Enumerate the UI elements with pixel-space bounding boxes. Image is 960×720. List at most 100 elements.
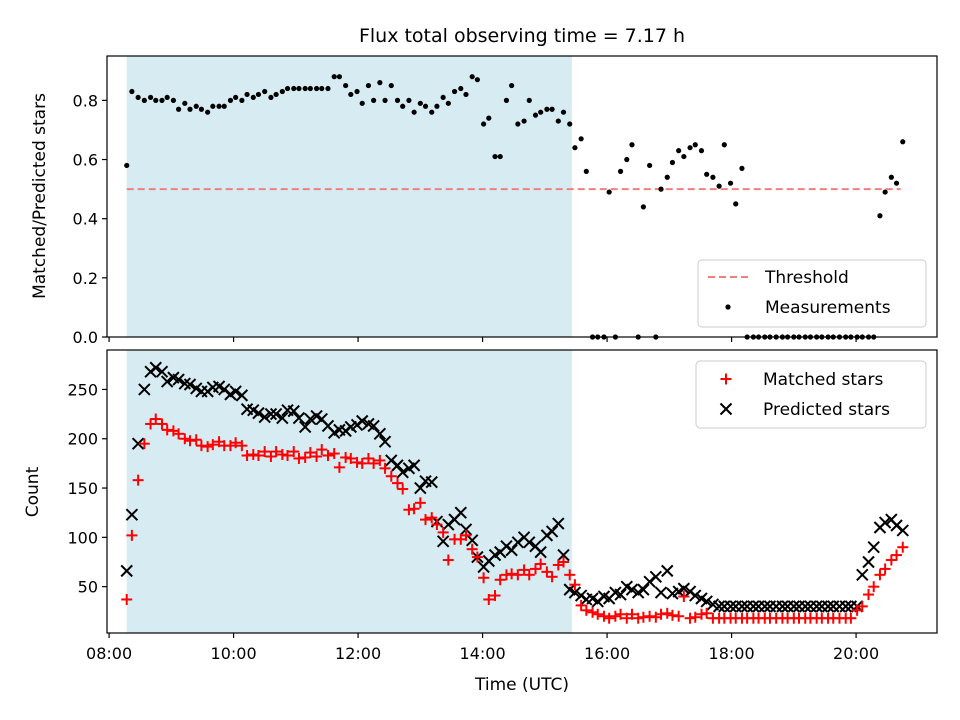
matched-stars-series: [121, 413, 909, 624]
measurement-point: [469, 74, 475, 80]
predicted-point: [614, 588, 627, 601]
measurement-point: [313, 85, 320, 92]
top-y-tick-label: 0.0: [73, 328, 98, 347]
matched-point: [145, 418, 157, 430]
cross-b: [661, 564, 674, 578]
cross-b: [120, 564, 133, 578]
predicted-point: [878, 516, 892, 529]
matched-point: [179, 433, 191, 445]
measurement-point: [331, 74, 337, 80]
matched-point: [856, 600, 868, 612]
predicted-point: [304, 412, 317, 426]
measurement-point: [365, 82, 372, 89]
measurement-point: [555, 118, 561, 124]
matched-point: [701, 607, 713, 619]
matched-point: [397, 483, 409, 495]
cross-b: [878, 516, 892, 529]
cross-b: [614, 588, 627, 601]
cross-b: [269, 407, 283, 421]
matched-point: [328, 448, 340, 460]
matched-point: [252, 450, 264, 462]
measurement-point: [239, 97, 245, 103]
measurement-point: [193, 103, 199, 109]
measurement-point: [233, 94, 239, 101]
matched-point: [518, 564, 530, 576]
measurement-point: [893, 180, 900, 186]
matched-point: [126, 529, 138, 541]
cross-b: [821, 600, 835, 613]
matched-point: [190, 434, 202, 446]
measurement-point: [497, 153, 503, 160]
cross-b: [258, 410, 271, 424]
cross-b: [776, 600, 789, 613]
measurement-point: [710, 174, 716, 180]
cross-b: [719, 402, 733, 416]
measurement-point: [284, 85, 291, 92]
measurement-point: [503, 97, 510, 103]
predicted-point: [160, 375, 174, 388]
measurement-point: [411, 109, 417, 115]
matched-point: [673, 610, 685, 622]
measurement-point: [221, 103, 227, 109]
cross-b: [391, 459, 404, 472]
measurement-point: [538, 109, 544, 115]
x-tick-label: 12:00: [335, 644, 381, 663]
matched-point: [379, 462, 391, 474]
measurement-point: [669, 159, 676, 166]
predicted-point: [292, 411, 306, 425]
measurement-point: [526, 97, 532, 103]
x-axis-label: Time (UTC): [474, 675, 569, 695]
matched-point: [460, 529, 472, 541]
measurement-point: [268, 94, 274, 101]
matched-point: [345, 452, 357, 464]
cross-b: [235, 389, 249, 402]
measurement-point: [377, 80, 383, 86]
measurement-point: [532, 112, 539, 118]
predicted-point: [356, 414, 369, 428]
cross-b: [867, 541, 880, 554]
measurement-point: [458, 85, 464, 92]
matched-point: [868, 581, 880, 593]
x-tick-label: 14:00: [460, 644, 506, 663]
measurement-point: [451, 88, 458, 95]
measurement-point: [388, 82, 394, 89]
predicted-point: [625, 583, 639, 596]
cross-b: [304, 412, 317, 426]
predicted-point: [367, 419, 380, 433]
cross-b: [597, 590, 611, 603]
matched-point: [494, 574, 506, 586]
measurement-point: [382, 97, 388, 103]
top-legend-box: [697, 259, 927, 328]
measurement-point: [273, 91, 279, 98]
cross-b: [362, 417, 375, 431]
legend-matched-marker: [720, 373, 732, 385]
cross-b: [333, 423, 346, 437]
predicted-point: [839, 600, 852, 613]
measurement-point: [481, 121, 487, 127]
bottom-y-axis-label: Count: [23, 466, 43, 517]
matched-point: [374, 454, 386, 466]
predicted-point: [523, 536, 536, 549]
predicted-point: [391, 459, 404, 472]
predicted-point: [649, 570, 663, 584]
legend-predicted-label: Predicted stars: [763, 400, 890, 420]
cross-b: [276, 411, 289, 425]
top-y-tick-label: 0.2: [73, 269, 98, 288]
matched-point: [333, 461, 345, 473]
matched-point: [483, 593, 495, 605]
matched-point: [689, 611, 701, 623]
measurement-point: [687, 145, 693, 151]
measurement-point: [463, 91, 469, 98]
top-y-axis: 0.0 0.2 0.4 0.6 0.8: [73, 91, 107, 347]
measurement-point: [262, 88, 268, 95]
predicted-point: [769, 600, 783, 613]
measurement-point: [434, 103, 440, 109]
matched-point: [385, 470, 397, 482]
measurement-point: [429, 109, 435, 115]
measurement-point: [279, 88, 285, 95]
predicted-point: [867, 541, 880, 554]
predicted-point: [833, 600, 846, 613]
matched-point: [523, 569, 535, 581]
cross-b: [505, 543, 518, 557]
matched-point: [592, 608, 604, 620]
